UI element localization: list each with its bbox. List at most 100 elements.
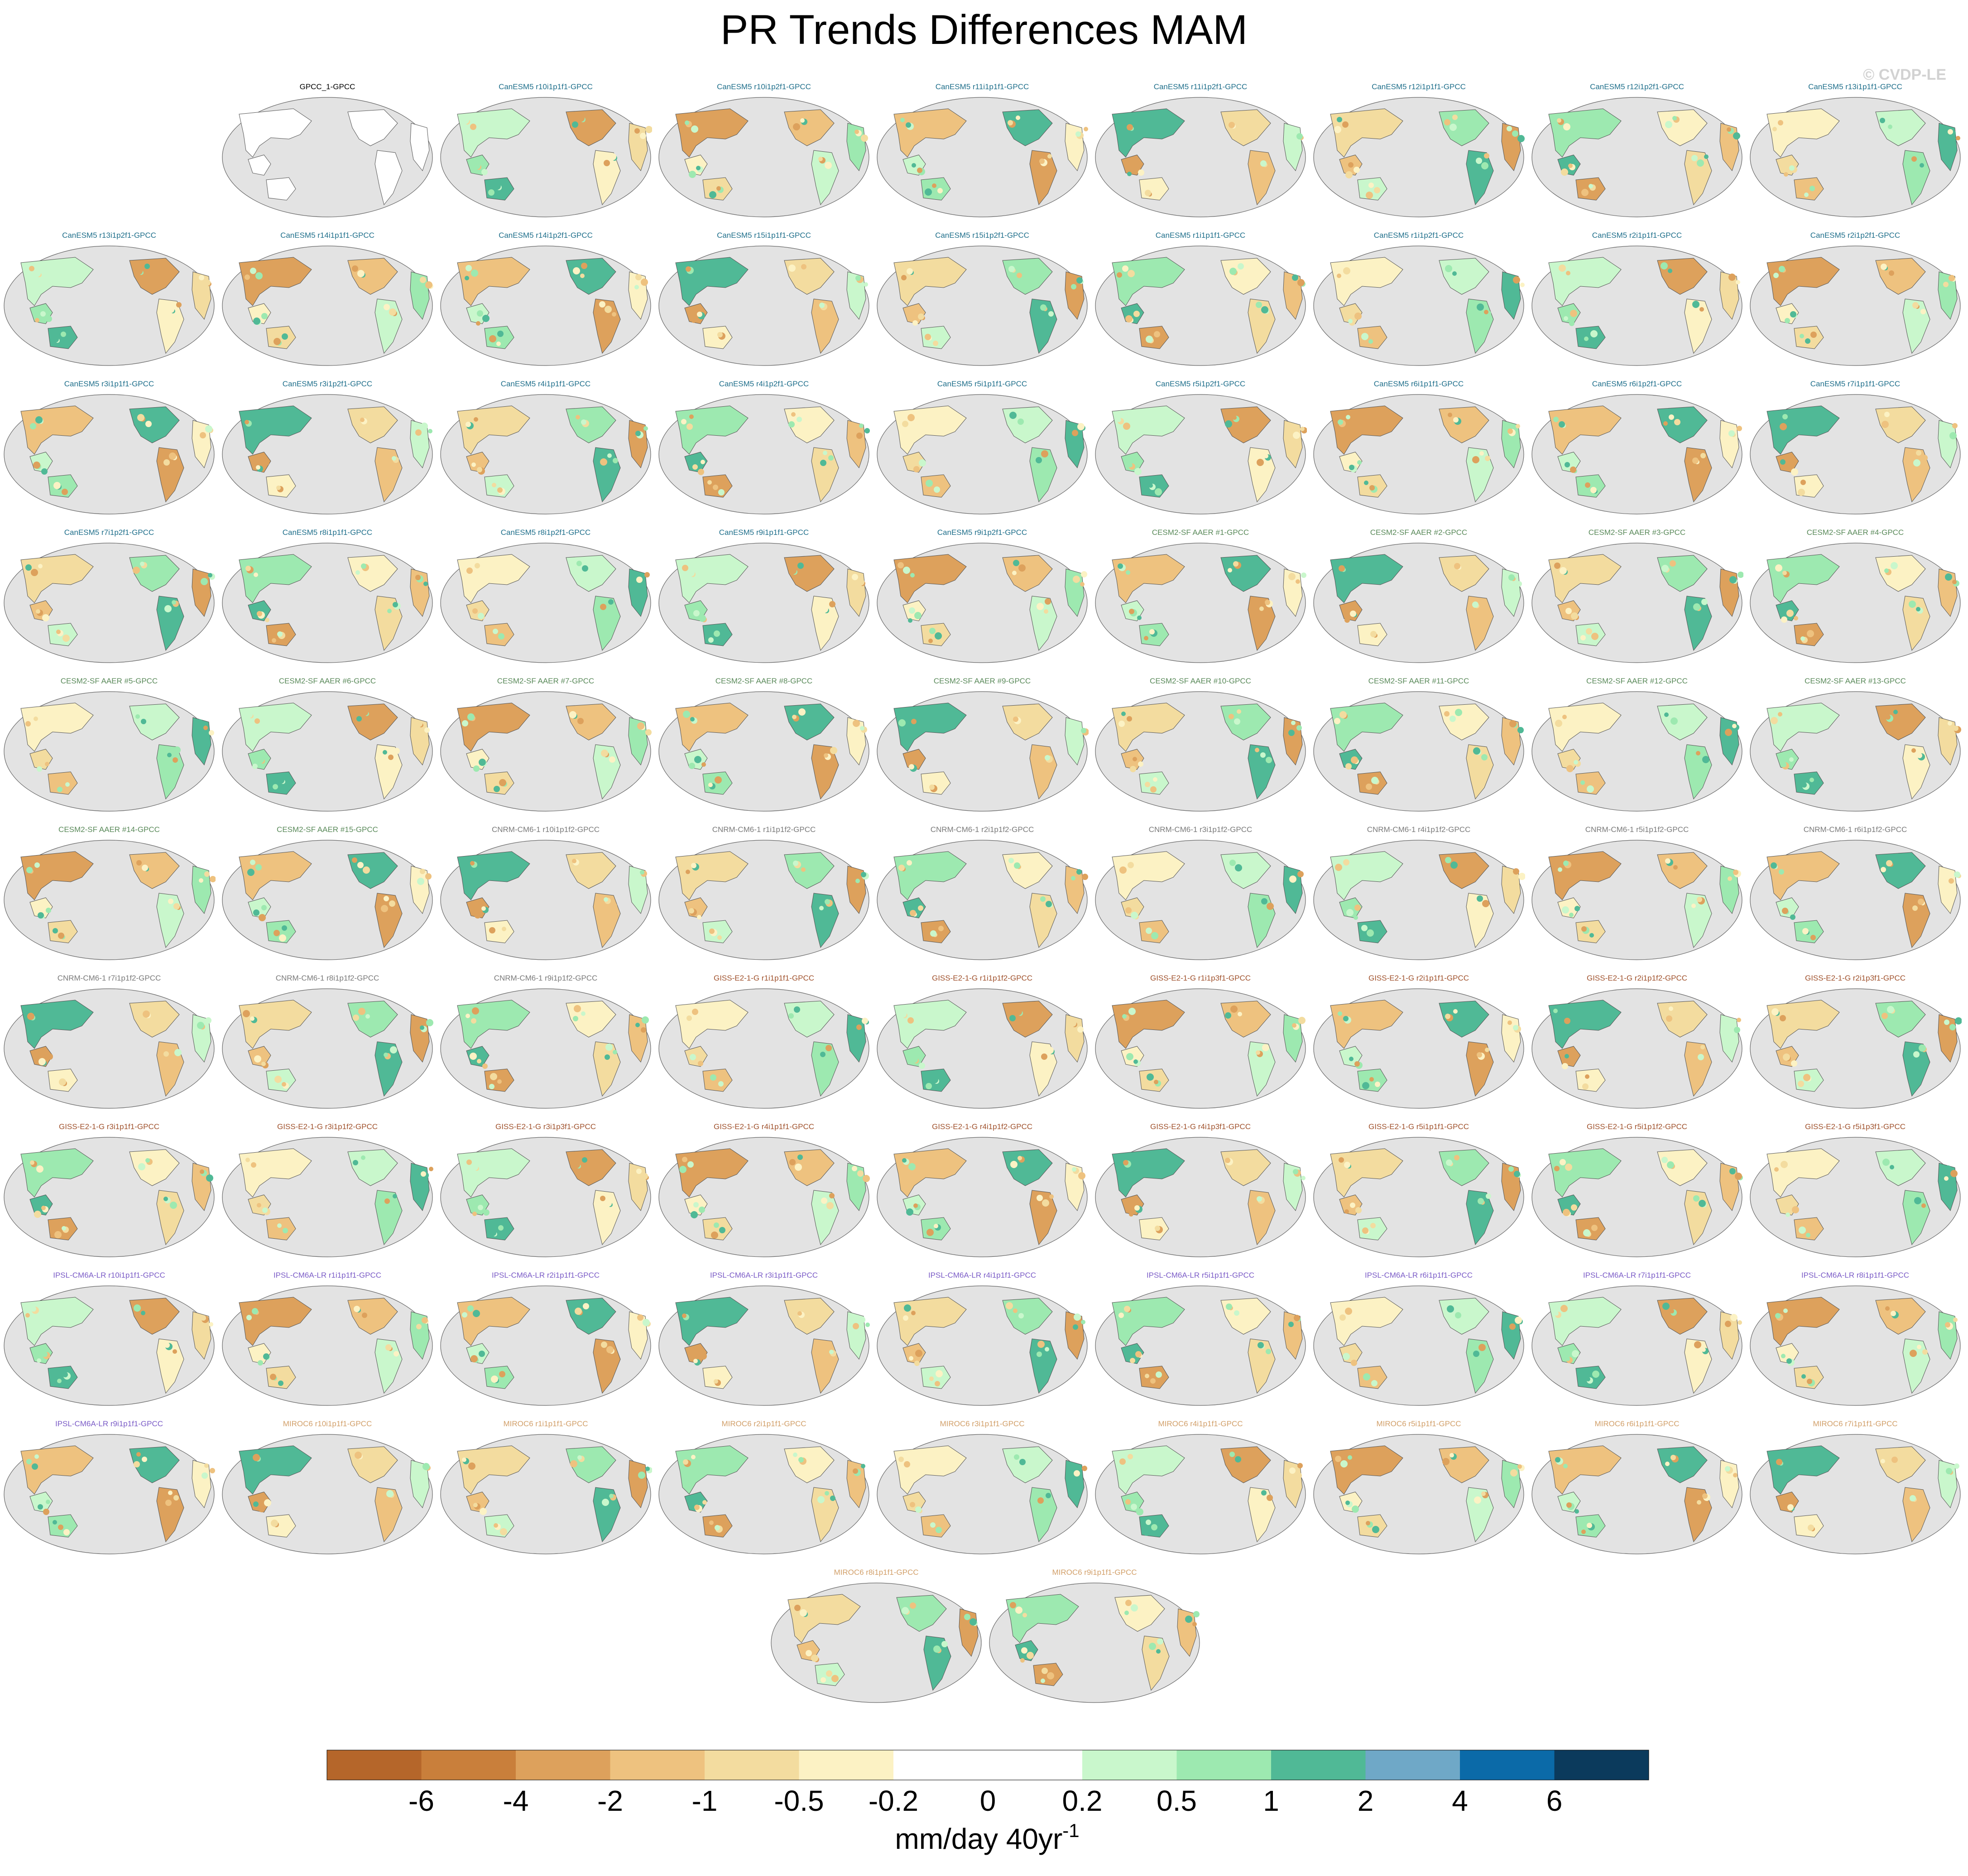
trend-patch <box>1771 1008 1779 1015</box>
trend-patch <box>133 567 140 574</box>
trend-patch <box>964 1614 970 1620</box>
world-map <box>877 1137 1088 1257</box>
trend-patch <box>1558 275 1563 281</box>
trend-patch <box>1146 336 1153 343</box>
trend-patch <box>1262 1044 1269 1051</box>
trend-patch <box>645 1467 650 1471</box>
trend-patch <box>701 460 705 464</box>
land-region <box>784 258 835 295</box>
map-panel: MIROC6 r6i1p1f1-GPCC <box>1531 1419 1743 1555</box>
trend-patch <box>1882 1013 1888 1019</box>
land-region <box>1357 1217 1387 1241</box>
trend-patch <box>1259 606 1264 611</box>
trend-patch <box>384 1198 390 1204</box>
trend-patch <box>1662 1303 1670 1310</box>
map-panel: GISS-E2-1-G r3i1p1f2-GPCC <box>221 1122 434 1258</box>
trend-patch <box>136 1452 141 1457</box>
land-region <box>466 1046 490 1067</box>
map-panel: CanESM5 r3i1p2f1-GPCC <box>221 380 434 515</box>
trend-patch <box>608 599 614 605</box>
trend-patch <box>354 1306 360 1312</box>
trend-patch <box>1337 274 1341 278</box>
trend-patch <box>209 730 214 736</box>
trend-patch <box>793 861 798 866</box>
land-region <box>20 1297 94 1346</box>
trend-patch <box>352 857 357 863</box>
trend-patch <box>718 1081 724 1087</box>
trend-patch <box>58 776 65 783</box>
trend-patch <box>1781 1354 1786 1358</box>
trend-patch <box>1510 1469 1517 1477</box>
trend-patch <box>1945 1322 1950 1328</box>
land-region <box>675 405 749 455</box>
trend-patch <box>702 1500 707 1505</box>
trend-patch <box>1229 714 1234 719</box>
trend-patch <box>1354 167 1360 173</box>
trend-patch <box>1296 725 1302 731</box>
land-region <box>29 1491 53 1513</box>
trend-patch <box>1124 1306 1130 1312</box>
land-region <box>1766 1000 1840 1049</box>
land-region <box>1439 703 1489 741</box>
trend-patch <box>1670 1455 1676 1460</box>
world-map <box>440 1434 652 1554</box>
trend-patch <box>1192 1622 1197 1626</box>
world-map <box>4 1285 215 1406</box>
trend-patch <box>1233 1164 1238 1169</box>
land-region <box>1776 303 1799 324</box>
trend-patch <box>415 429 422 436</box>
trend-patch <box>1559 265 1566 272</box>
trend-patch <box>1888 125 1892 129</box>
trend-patch <box>467 1305 474 1312</box>
trend-patch <box>489 335 496 342</box>
trend-patch <box>1477 895 1483 902</box>
trend-patch <box>1806 484 1812 491</box>
trend-patch <box>854 130 859 134</box>
trend-patch <box>688 1307 696 1314</box>
world-map <box>1095 1434 1306 1554</box>
trend-patch <box>57 787 62 792</box>
map-panel: CESM2-SF AAER #2-GPCC <box>1312 528 1525 664</box>
trend-patch <box>1732 724 1737 728</box>
trend-patch <box>917 168 922 173</box>
trend-patch <box>1348 1455 1352 1460</box>
land-region <box>1719 1014 1739 1063</box>
trend-patch <box>1557 118 1561 123</box>
map-panel: CanESM5 r13i1p1f1-GPCC <box>1749 82 1962 218</box>
trend-patch <box>1146 928 1152 934</box>
panel-title: MIROC6 r1i1p1f1-GPCC <box>503 1419 588 1428</box>
trend-patch <box>247 869 254 876</box>
trend-patch <box>204 279 211 286</box>
trend-patch <box>806 1650 812 1656</box>
trend-patch <box>1921 455 1928 461</box>
trend-patch <box>62 635 70 642</box>
trend-patch <box>353 411 360 418</box>
world-map <box>222 394 433 515</box>
land-region <box>20 1445 94 1495</box>
trend-patch <box>1361 925 1368 931</box>
land-region <box>1220 703 1271 741</box>
land-region <box>347 1298 398 1335</box>
trend-patch <box>686 266 691 272</box>
land-region <box>1330 1000 1403 1049</box>
trend-patch <box>489 927 495 933</box>
trend-patch <box>1782 571 1787 575</box>
trend-patch <box>1343 267 1350 274</box>
trend-patch <box>1343 1016 1349 1021</box>
trend-patch <box>1008 1461 1013 1466</box>
land-region <box>1121 1491 1144 1513</box>
copyright-label: © CVDP-LE <box>1863 66 1946 83</box>
trend-patch <box>1798 1081 1804 1087</box>
trend-patch <box>1354 1061 1360 1067</box>
trend-patch <box>261 905 267 910</box>
land-region <box>902 1343 926 1364</box>
land-region <box>1466 596 1494 651</box>
trend-patch <box>856 1025 862 1030</box>
trend-patch <box>1010 1161 1018 1168</box>
trend-patch <box>1151 1524 1157 1530</box>
trend-patch <box>811 1655 818 1662</box>
trend-patch <box>1339 1314 1346 1321</box>
trend-patch <box>1776 1459 1782 1465</box>
trend-patch <box>1672 116 1677 120</box>
map-panel: MIROC6 r1i1p1f1-GPCC <box>439 1419 652 1555</box>
